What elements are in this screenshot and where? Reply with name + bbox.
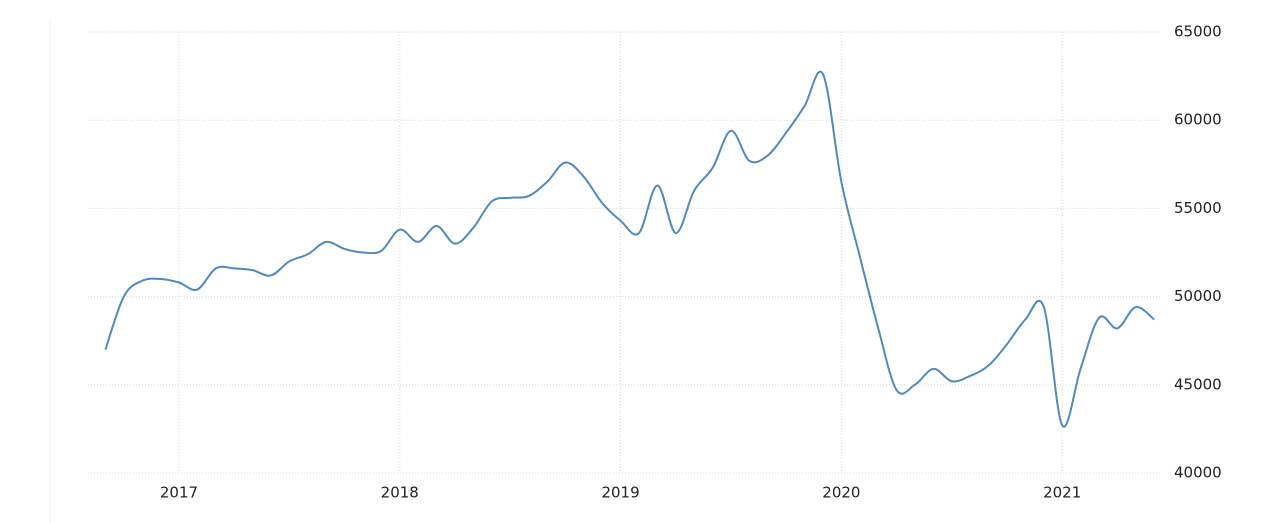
x-tick-label: 2020 bbox=[822, 484, 860, 502]
data-line bbox=[104, 70, 1155, 428]
y-tick-label: 50000 bbox=[1174, 287, 1222, 305]
y-tick-label: 55000 bbox=[1174, 199, 1222, 217]
x-tick-label: 2021 bbox=[1043, 484, 1081, 502]
y-tick-label: 60000 bbox=[1174, 111, 1222, 129]
x-tick-label: 2019 bbox=[601, 484, 639, 502]
y-tick-label: 65000 bbox=[1174, 23, 1222, 41]
x-tick-label: 2017 bbox=[160, 484, 198, 502]
x-tick-label: 2018 bbox=[381, 484, 419, 502]
y-tick-label: 45000 bbox=[1174, 375, 1222, 393]
y-tick-label: 40000 bbox=[1174, 464, 1222, 482]
